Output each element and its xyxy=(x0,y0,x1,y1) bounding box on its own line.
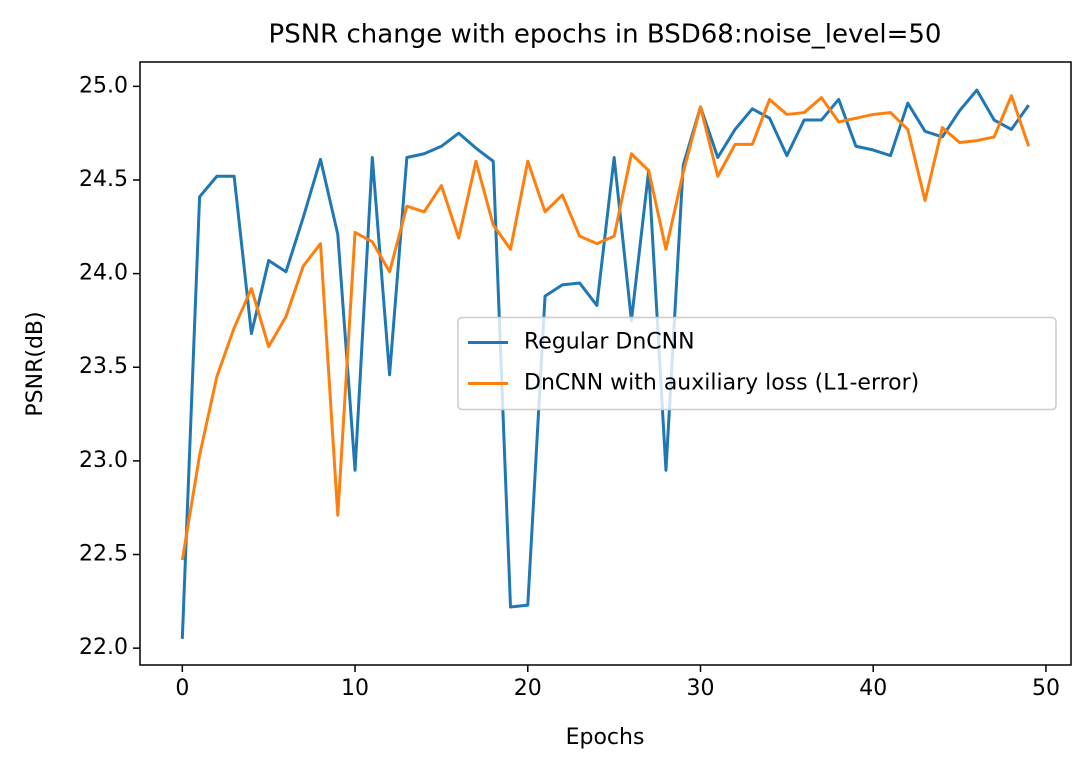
legend-label: DnCNN with auxiliary loss (L1-error) xyxy=(524,371,919,396)
y-tick-label: 23.0 xyxy=(79,448,128,473)
y-tick-label: 23.5 xyxy=(79,354,128,379)
series-line xyxy=(180,94,1031,561)
x-tick-label: 30 xyxy=(687,676,715,701)
y-tick-label: 22.5 xyxy=(79,542,128,567)
series-line xyxy=(180,88,1030,639)
plot-frame xyxy=(139,61,1072,666)
y-tick-label: 25.0 xyxy=(79,73,128,98)
x-axis-label: Epochs xyxy=(566,725,645,750)
chart-title: PSNR change with epochs in BSD68:noise_l… xyxy=(269,20,942,50)
x-tick-label: 0 xyxy=(175,676,189,701)
legend-label: Regular DnCNN xyxy=(524,330,695,355)
y-tick-label: 24.0 xyxy=(79,261,128,286)
y-tick-label: 22.0 xyxy=(79,635,128,660)
x-tick-label: 40 xyxy=(859,676,887,701)
x-tick-label: 50 xyxy=(1032,676,1060,701)
x-tick-label: 10 xyxy=(341,676,369,701)
legend-box xyxy=(457,316,1057,411)
y-tick-label: 24.5 xyxy=(79,167,128,192)
x-tick-label: 20 xyxy=(514,676,542,701)
y-axis-label: PSNR(dB) xyxy=(23,311,48,416)
